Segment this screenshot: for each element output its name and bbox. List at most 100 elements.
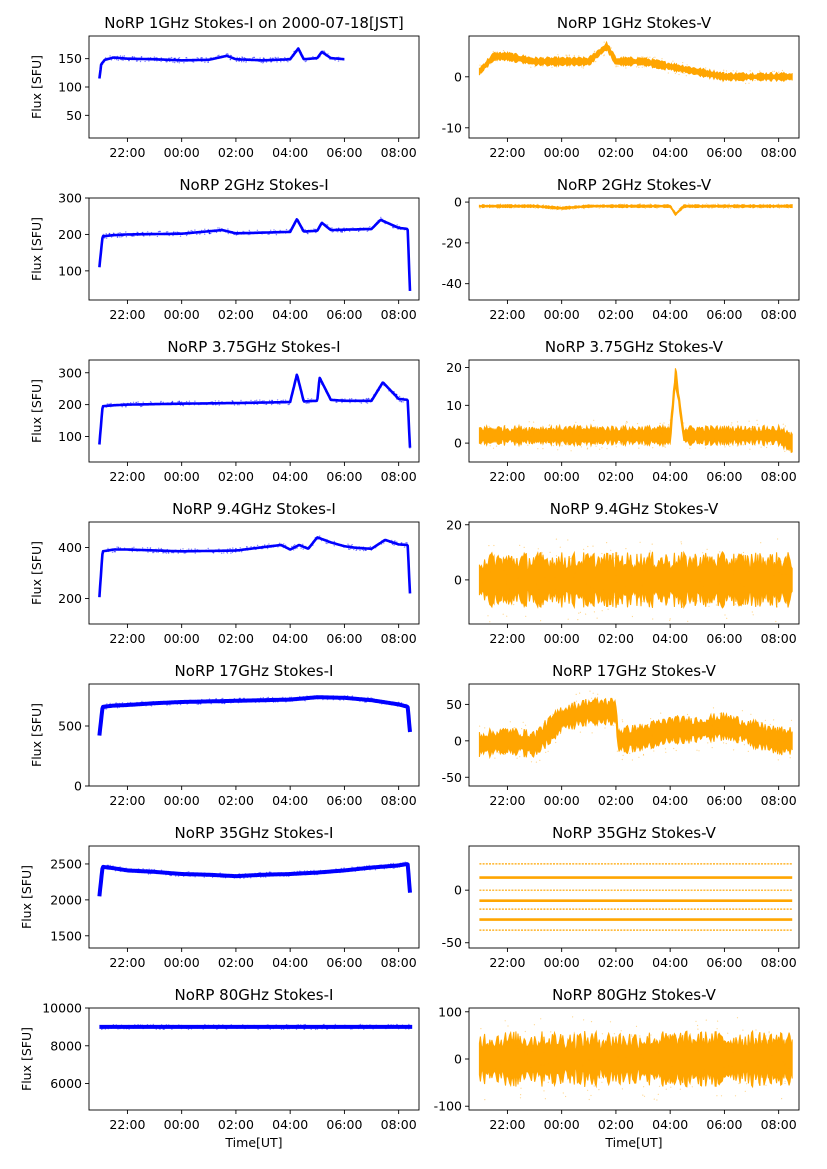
point	[631, 745, 633, 747]
point	[506, 615, 508, 617]
point	[768, 77, 770, 79]
point	[336, 543, 338, 546]
point	[386, 701, 388, 703]
point	[372, 1028, 374, 1030]
point	[253, 1024, 255, 1027]
point	[351, 398, 353, 400]
point	[271, 1026, 273, 1028]
point	[148, 1026, 151, 1028]
point	[118, 404, 120, 407]
point	[208, 1026, 210, 1029]
point	[294, 544, 296, 546]
point	[643, 1086, 645, 1088]
point	[555, 208, 557, 210]
point	[284, 545, 286, 548]
point	[132, 234, 135, 237]
point	[631, 759, 634, 761]
point	[107, 1026, 110, 1028]
point	[540, 1018, 542, 1020]
point	[746, 1083, 748, 1085]
point	[722, 207, 725, 209]
point	[116, 55, 119, 58]
point	[338, 697, 340, 700]
point	[157, 551, 159, 554]
point	[625, 1064, 628, 1066]
point	[248, 875, 250, 877]
point	[223, 702, 226, 705]
point	[194, 552, 196, 554]
point	[581, 66, 583, 68]
point	[757, 207, 759, 209]
point	[233, 877, 236, 879]
point	[270, 58, 272, 60]
point	[266, 544, 269, 547]
point	[326, 698, 329, 701]
point	[609, 204, 611, 206]
x-tick-label: 04:00	[652, 145, 688, 160]
series-marks	[478, 690, 793, 763]
point	[147, 873, 150, 875]
point	[202, 1028, 204, 1030]
point	[625, 548, 627, 550]
point	[302, 54, 304, 57]
point	[780, 744, 782, 746]
point	[669, 619, 671, 621]
point	[774, 75, 776, 77]
x-tick-label: 08:00	[381, 469, 417, 484]
point	[246, 700, 248, 702]
point	[231, 231, 234, 233]
point	[156, 1026, 158, 1028]
point	[170, 874, 172, 877]
point	[248, 1027, 250, 1029]
point	[238, 402, 241, 404]
point	[768, 1032, 770, 1034]
point	[405, 542, 407, 544]
point	[297, 379, 299, 381]
point	[317, 389, 320, 391]
point	[564, 437, 566, 439]
subplot-title: NoRP 35GHz Stokes-V	[552, 824, 717, 842]
point	[260, 697, 262, 699]
point	[254, 872, 256, 875]
point	[583, 721, 586, 723]
x-tick-label: 06:00	[706, 145, 742, 160]
point	[404, 863, 406, 865]
point	[393, 867, 395, 869]
point	[319, 869, 322, 872]
point	[318, 381, 320, 384]
point	[150, 404, 152, 406]
point	[517, 577, 519, 580]
series-marks	[478, 368, 793, 454]
point	[562, 1092, 564, 1094]
point	[287, 231, 289, 233]
point	[257, 873, 260, 875]
point	[391, 864, 393, 866]
point	[494, 739, 496, 741]
point	[221, 401, 223, 403]
point	[221, 228, 223, 230]
point	[733, 749, 735, 751]
point	[293, 871, 295, 873]
point	[393, 227, 395, 229]
point	[775, 433, 777, 435]
point	[554, 731, 557, 734]
point	[504, 54, 506, 57]
point	[114, 703, 117, 705]
x-tick-label: 00:00	[544, 631, 580, 646]
point	[277, 701, 279, 703]
point	[730, 207, 732, 209]
point	[360, 698, 362, 701]
y-tick-label: 10	[446, 398, 462, 413]
point	[748, 82, 750, 84]
point	[495, 59, 497, 62]
point	[158, 547, 160, 549]
point	[261, 233, 263, 235]
point	[236, 699, 238, 702]
point	[209, 1025, 211, 1027]
point	[126, 869, 128, 872]
point	[168, 1026, 170, 1028]
point	[550, 1031, 552, 1033]
point	[99, 589, 101, 591]
point	[120, 236, 123, 238]
point	[400, 702, 403, 704]
